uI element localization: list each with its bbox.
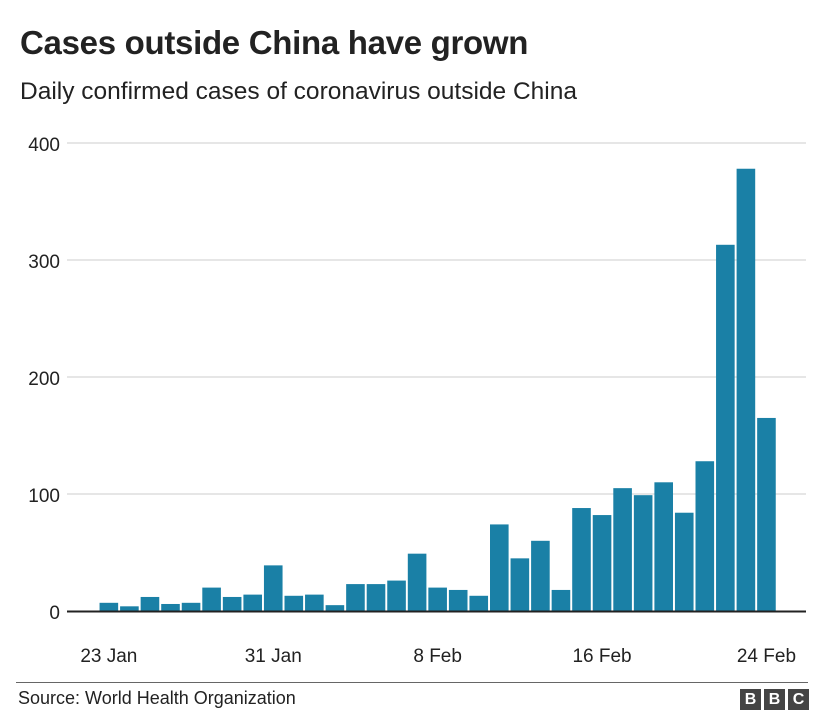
bar bbox=[490, 524, 509, 611]
bar bbox=[572, 508, 591, 611]
x-tick-label: 8 Feb bbox=[413, 646, 462, 667]
bar bbox=[654, 482, 673, 611]
bar bbox=[407, 553, 427, 611]
bar bbox=[222, 596, 242, 611]
bar bbox=[551, 589, 571, 611]
x-tick-label: 24 Feb bbox=[737, 646, 796, 667]
bar bbox=[140, 596, 160, 611]
bar bbox=[695, 461, 715, 611]
bar bbox=[592, 515, 612, 611]
bbc-logo-letter-3: C bbox=[788, 689, 809, 710]
bar bbox=[120, 606, 139, 611]
footer-divider bbox=[16, 682, 808, 683]
x-tick-label: 31 Jan bbox=[245, 646, 302, 667]
source-note: Source: World Health Organization bbox=[18, 688, 296, 708]
bar bbox=[325, 605, 345, 611]
bbc-logo-letter-1: B bbox=[740, 689, 761, 710]
bar bbox=[633, 495, 653, 611]
y-tick-label: 200 bbox=[28, 369, 60, 390]
bar bbox=[736, 168, 756, 612]
bar bbox=[674, 512, 694, 611]
bbc-logo-letter-2: B bbox=[764, 689, 785, 710]
bar bbox=[99, 602, 119, 611]
x-tick-label: 16 Feb bbox=[572, 646, 631, 667]
bar bbox=[757, 417, 776, 611]
y-tick-label: 400 bbox=[28, 135, 60, 156]
bar bbox=[387, 580, 406, 611]
bar bbox=[263, 565, 283, 611]
bar bbox=[510, 558, 530, 611]
bar bbox=[469, 595, 489, 611]
bar bbox=[448, 589, 468, 611]
bar bbox=[613, 488, 632, 611]
bar bbox=[716, 244, 735, 612]
bar bbox=[202, 587, 221, 611]
bar bbox=[346, 584, 365, 611]
y-tick-label: 100 bbox=[28, 486, 60, 507]
bar-chart: 0 100 200 300 400 23 Jan 31 Jan 8 Feb 16 Feb 24 F… bbox=[28, 135, 806, 667]
y-tick-label: 0 bbox=[49, 603, 60, 624]
bar bbox=[428, 587, 447, 611]
bar bbox=[305, 594, 324, 611]
bbc-logo: B B C bbox=[740, 689, 809, 710]
chart-subtitle: Daily confirmed cases of coronavirus out… bbox=[20, 78, 577, 105]
y-tick-label: 300 bbox=[28, 252, 60, 273]
bar bbox=[531, 540, 550, 611]
bar bbox=[366, 584, 386, 611]
bar bbox=[243, 594, 262, 611]
bar bbox=[284, 595, 304, 611]
bar bbox=[181, 602, 201, 611]
chart-title: Cases outside China have grown bbox=[20, 24, 529, 61]
bar bbox=[161, 603, 180, 611]
x-tick-label: 23 Jan bbox=[80, 646, 137, 667]
